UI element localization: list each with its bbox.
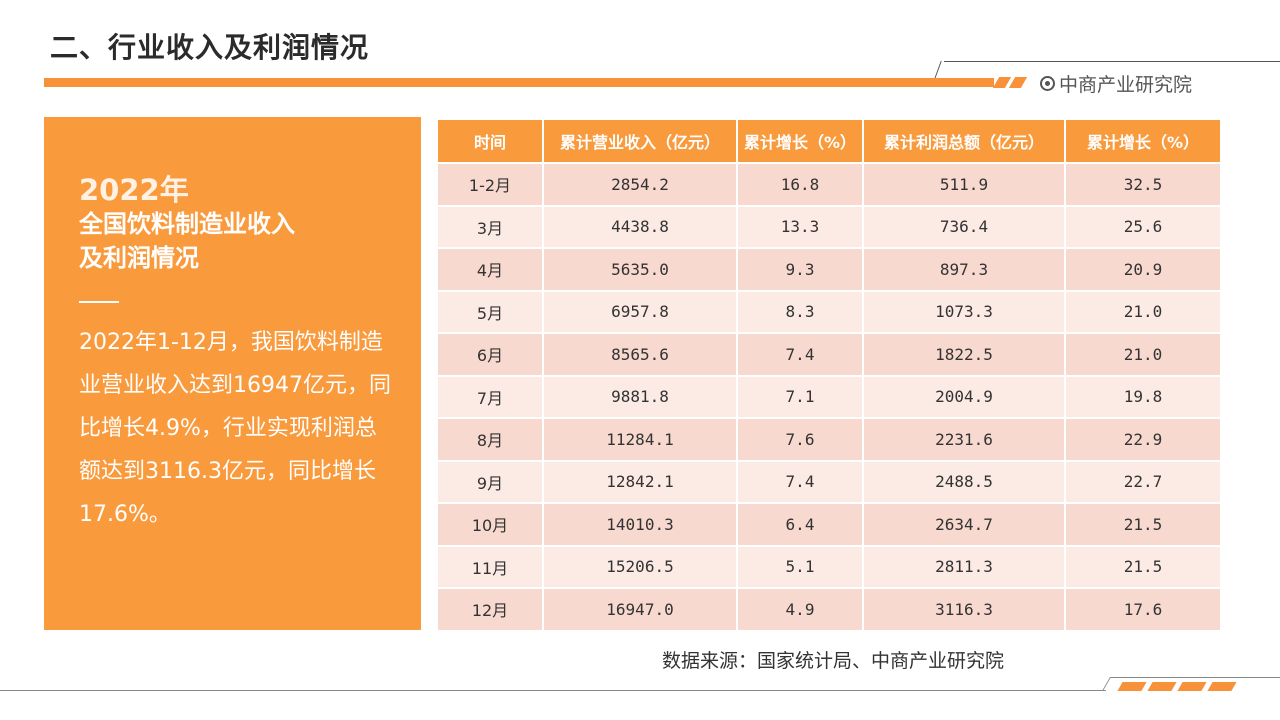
panel-body-text: 2022年1-12月，我国饮料制造业营业收入达到16947亿元，同比增长4.9%… (79, 330, 391, 527)
value-cell: 9.3 (736, 247, 864, 292)
value-cell: 5.1 (736, 544, 864, 589)
value-cell: 2488.5 (862, 459, 1066, 504)
brand-logo: 中商产业研究院 (1040, 70, 1192, 97)
table-row: 8月 11284.1 7.6 2231.6 22.9 (436, 417, 1222, 462)
table-row: 10月 14010.3 6.4 2634.7 21.5 (436, 502, 1222, 547)
value-cell: 15206.5 (542, 544, 738, 589)
month-cell: 1-2月 (436, 162, 544, 207)
target-circle-icon (1040, 76, 1055, 91)
value-cell: 1073.3 (862, 289, 1066, 334)
month-cell: 10月 (436, 502, 544, 547)
header-accent-bar (44, 78, 994, 87)
month-cell: 5月 (436, 289, 544, 334)
panel-heading-line1: 全国饮料制造业收入 (79, 210, 295, 238)
month-cell: 8月 (436, 417, 544, 462)
value-cell: 21.0 (1064, 332, 1222, 377)
month-cell: 4月 (436, 247, 544, 292)
panel-divider (79, 301, 119, 303)
value-cell: 4.9 (736, 587, 864, 632)
value-cell: 7.4 (736, 459, 864, 504)
column-header: 累计利润总额（亿元） (862, 118, 1066, 164)
value-cell: 1822.5 (862, 332, 1066, 377)
month-cell: 9月 (436, 459, 544, 504)
value-cell: 17.6 (1064, 587, 1222, 632)
revenue-profit-table: 时间 累计营业收入（亿元） 累计增长（%） 累计利润总额（亿元） 累计增长（%）… (436, 118, 1222, 632)
value-cell: 6957.8 (542, 289, 738, 334)
value-cell: 13.3 (736, 204, 864, 249)
page-title: 二、行业收入及利润情况 (50, 31, 370, 64)
value-cell: 20.9 (1064, 247, 1222, 292)
value-cell: 736.4 (862, 204, 1066, 249)
value-cell: 8565.6 (542, 332, 738, 377)
value-cell: 21.5 (1064, 544, 1222, 589)
value-cell: 21.0 (1064, 289, 1222, 334)
value-cell: 4438.8 (542, 204, 738, 249)
footer-divider-slant (1101, 677, 1112, 691)
month-cell: 6月 (436, 332, 544, 377)
footer-divider-line (0, 690, 1106, 691)
table-row: 9月 12842.1 7.4 2488.5 22.7 (436, 459, 1222, 504)
column-header: 累计营业收入（亿元） (542, 118, 738, 164)
value-cell: 897.3 (862, 247, 1066, 292)
value-cell: 9881.8 (542, 374, 738, 419)
value-cell: 25.6 (1064, 204, 1222, 249)
month-cell: 12月 (436, 587, 544, 632)
month-cell: 11月 (436, 544, 544, 589)
value-cell: 511.9 (862, 162, 1066, 207)
value-cell: 21.5 (1064, 502, 1222, 547)
month-cell: 3月 (436, 204, 544, 249)
brand-name: 中商产业研究院 (1059, 74, 1193, 96)
value-cell: 16.8 (736, 162, 864, 207)
value-cell: 12842.1 (542, 459, 738, 504)
value-cell: 32.5 (1064, 162, 1222, 207)
table-row: 11月 15206.5 5.1 2811.3 21.5 (436, 544, 1222, 589)
table-row: 4月 5635.0 9.3 897.3 20.9 (436, 247, 1222, 292)
table-row: 5月 6957.8 8.3 1073.3 21.0 (436, 289, 1222, 334)
value-cell: 2231.6 (862, 417, 1066, 462)
value-cell: 16947.0 (542, 587, 738, 632)
value-cell: 8.3 (736, 289, 864, 334)
table-row: 1-2月 2854.2 16.8 511.9 32.5 (436, 162, 1222, 207)
value-cell: 7.4 (736, 332, 864, 377)
header-accent-stripes (992, 77, 1032, 89)
value-cell: 19.8 (1064, 374, 1222, 419)
column-header: 累计增长（%） (736, 118, 864, 164)
panel-year: 2022年 (79, 173, 189, 207)
table-row: 7月 9881.8 7.1 2004.9 19.8 (436, 374, 1222, 419)
table-header-row: 时间 累计营业收入（亿元） 累计增长（%） 累计利润总额（亿元） 累计增长（%） (436, 118, 1222, 164)
panel-heading-line2: 及利润情况 (79, 244, 199, 272)
footer-divider-thin (1110, 677, 1280, 678)
value-cell: 2004.9 (862, 374, 1066, 419)
value-cell: 22.9 (1064, 417, 1222, 462)
footer-accent-stripes (1117, 682, 1240, 692)
value-cell: 6.4 (736, 502, 864, 547)
summary-panel: 2022年 全国饮料制造业收入 及利润情况 2022年1-12月，我国饮料制造业… (44, 117, 421, 630)
value-cell: 7.1 (736, 374, 864, 419)
value-cell: 14010.3 (542, 502, 738, 547)
column-header: 累计增长（%） (1064, 118, 1222, 164)
table-row: 3月 4438.8 13.3 736.4 25.6 (436, 204, 1222, 249)
value-cell: 3116.3 (862, 587, 1066, 632)
value-cell: 2854.2 (542, 162, 738, 207)
value-cell: 22.7 (1064, 459, 1222, 504)
source-note: 数据来源：国家统计局、中商产业研究院 (662, 650, 1005, 672)
column-header: 时间 (436, 118, 544, 164)
value-cell: 5635.0 (542, 247, 738, 292)
table-body: 1-2月 2854.2 16.8 511.9 32.5 3月 4438.8 13.3 736.4… (436, 162, 1222, 632)
value-cell: 2634.7 (862, 502, 1066, 547)
value-cell: 11284.1 (542, 417, 738, 462)
table-row: 12月 16947.0 4.9 3116.3 17.6 (436, 587, 1222, 632)
value-cell: 2811.3 (862, 544, 1066, 589)
table-row: 6月 8565.6 7.4 1822.5 21.0 (436, 332, 1222, 377)
value-cell: 7.6 (736, 417, 864, 462)
header-divider-line (944, 61, 1280, 62)
month-cell: 7月 (436, 374, 544, 419)
